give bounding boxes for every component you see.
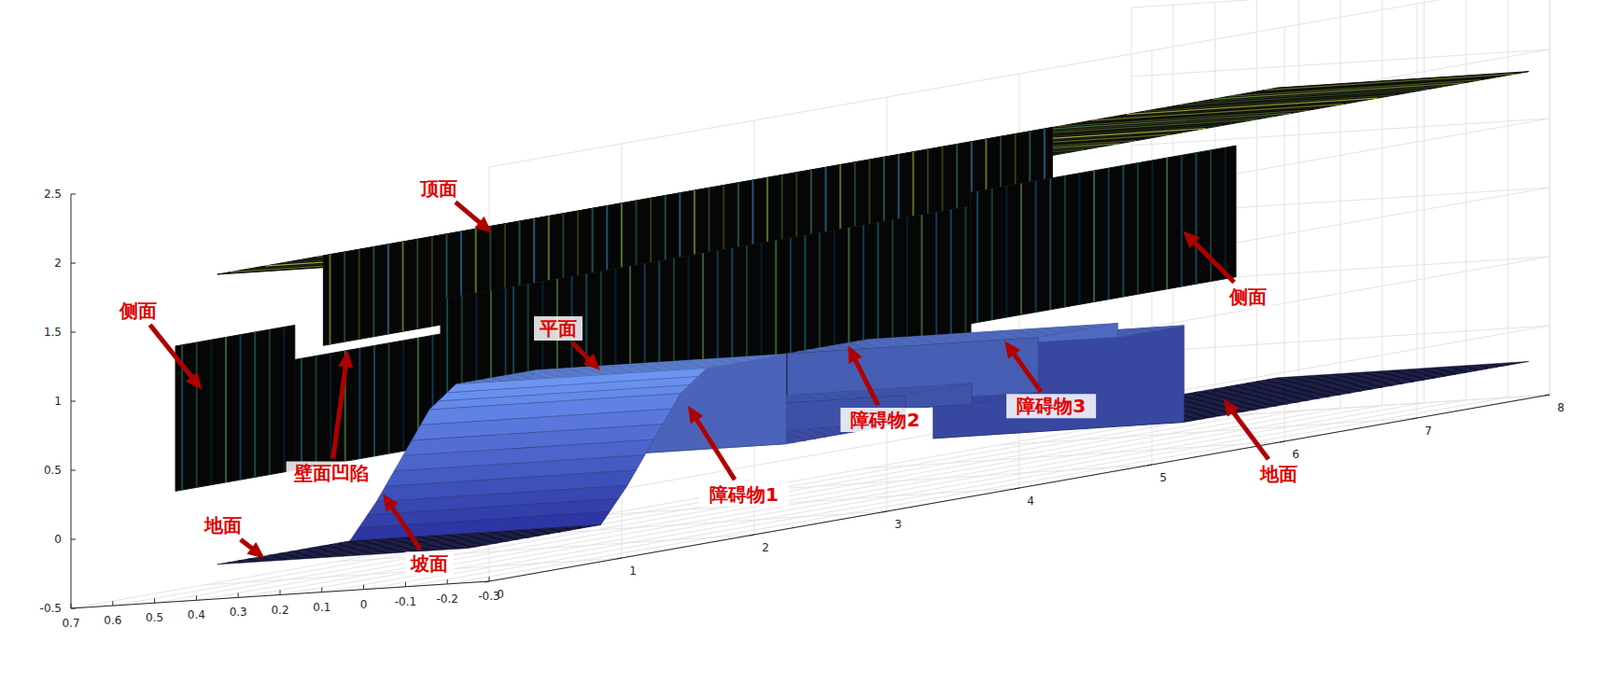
svg-text:障碍物2: 障碍物2 xyxy=(850,408,920,432)
svg-text:0.3: 0.3 xyxy=(229,605,248,619)
svg-text:6: 6 xyxy=(1291,448,1300,462)
svg-text:2: 2 xyxy=(54,256,62,270)
svg-text:-0.5: -0.5 xyxy=(40,602,62,616)
svg-text:0.4: 0.4 xyxy=(187,608,206,622)
svg-text:1: 1 xyxy=(629,564,637,578)
svg-text:障碍物1: 障碍物1 xyxy=(709,483,779,506)
svg-text:1.5: 1.5 xyxy=(43,325,62,339)
svg-text:7: 7 xyxy=(1424,424,1432,438)
svg-text:平面: 平面 xyxy=(538,317,577,340)
svg-text:0.5: 0.5 xyxy=(145,611,164,625)
svg-text:坡面: 坡面 xyxy=(409,552,449,576)
svg-text:0: 0 xyxy=(496,588,505,602)
svg-text:1: 1 xyxy=(54,394,62,408)
svg-text:4: 4 xyxy=(1026,494,1035,508)
svg-text:0: 0 xyxy=(360,598,368,612)
svg-text:顶面: 顶面 xyxy=(419,177,458,200)
svg-text:0.6: 0.6 xyxy=(103,614,122,628)
svg-text:2.5: 2.5 xyxy=(43,187,62,201)
svg-text:2: 2 xyxy=(761,541,770,555)
svg-text:0.7: 0.7 xyxy=(61,617,80,631)
svg-text:-0.2: -0.2 xyxy=(435,592,458,606)
svg-text:0.1: 0.1 xyxy=(312,601,331,615)
svg-text:-0.3: -0.3 xyxy=(478,589,501,604)
svg-text:壁面凹陷: 壁面凹陷 xyxy=(293,462,369,485)
svg-text:0.5: 0.5 xyxy=(43,463,62,478)
svg-text:0: 0 xyxy=(54,533,62,547)
svg-text:地面: 地面 xyxy=(203,514,242,537)
svg-text:侧面: 侧面 xyxy=(118,299,157,323)
svg-text:0.2: 0.2 xyxy=(270,603,289,618)
svg-text:地面: 地面 xyxy=(1259,463,1298,486)
svg-text:3: 3 xyxy=(894,518,902,532)
svg-text:-0.1: -0.1 xyxy=(394,595,417,609)
svg-text:5: 5 xyxy=(1159,471,1167,485)
svg-text:8: 8 xyxy=(1557,401,1565,415)
svg-text:障碍物3: 障碍物3 xyxy=(1016,394,1086,418)
svg-text:侧面: 侧面 xyxy=(1228,285,1267,309)
